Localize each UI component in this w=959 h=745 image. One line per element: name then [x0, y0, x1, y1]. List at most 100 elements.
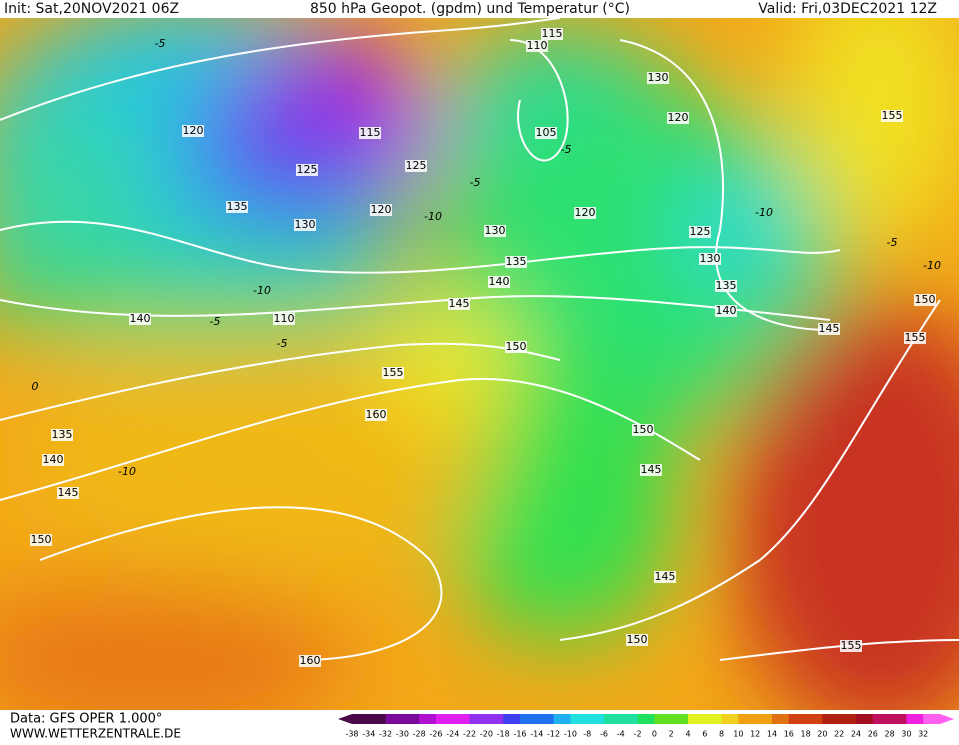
geopotential-label: 155	[383, 366, 404, 379]
colorbar-label: 10	[733, 730, 743, 739]
colorbar-bin	[671, 714, 689, 724]
label-box	[294, 219, 316, 231]
label-box	[30, 534, 52, 546]
colorbar-bin	[436, 714, 454, 724]
colorbar-bin	[738, 714, 756, 724]
contour-labels: 120 125 135 130 120 125 115 130 135 140 145 150 155 1…	[30, 27, 941, 667]
colorbar-bin	[755, 714, 773, 724]
colorbar-label: -38	[345, 730, 358, 739]
init-time: Init: Sat,20NOV2021 06Z	[4, 1, 179, 17]
label-box	[535, 127, 557, 139]
label-box	[296, 164, 318, 176]
label-box	[448, 298, 470, 310]
label-box	[715, 305, 737, 317]
colorbar-label: -6	[600, 730, 608, 739]
colorbar-label: -2	[634, 730, 642, 739]
label-box	[359, 127, 381, 139]
label-box	[654, 571, 676, 583]
label-box	[488, 276, 510, 288]
colorbar-bin	[654, 714, 672, 724]
colorbar-label: 6	[702, 730, 707, 739]
geopotential-label: 140	[43, 453, 64, 466]
colorbar-label: 16	[784, 730, 794, 739]
temperature-label: 0	[32, 380, 39, 393]
geopotential-label: 150	[31, 533, 52, 546]
label-box	[818, 323, 840, 335]
geopotential-label: 130	[485, 224, 506, 237]
colorbar-label: 30	[901, 730, 911, 739]
label-box	[840, 640, 862, 652]
geopotential-label: 155	[841, 639, 862, 652]
colorbar-bin	[788, 714, 807, 724]
colorbar-bin	[872, 714, 891, 724]
colorbar-label: -34	[362, 730, 375, 739]
geopotential-label: 150	[506, 340, 527, 353]
temperature-label: -5	[561, 143, 572, 156]
geopotential-label: 140	[489, 275, 510, 288]
label-box	[365, 409, 387, 421]
colorbar-bin	[587, 714, 605, 724]
colorbar-bin	[805, 714, 823, 724]
colorbar-label: -12	[547, 730, 560, 739]
colorbar-bin	[520, 714, 538, 724]
geopotential-label: 150	[633, 423, 654, 436]
colorbar-label: -30	[396, 730, 409, 739]
colorbar-label: -8	[583, 730, 591, 739]
label-box	[129, 313, 151, 325]
geopotential-label: 145	[58, 486, 79, 499]
colorbar-label: -16	[513, 730, 526, 739]
label-box	[667, 112, 689, 124]
colorbar-label: 2	[669, 730, 674, 739]
geopotential-label: 155	[905, 331, 926, 344]
label-box	[541, 28, 563, 40]
colorbar-label: -20	[480, 730, 493, 739]
label-box	[632, 424, 654, 436]
colorbar-label: 22	[834, 730, 844, 739]
colorbar-bin	[889, 714, 907, 724]
colorbar-label: -14	[530, 730, 543, 739]
geopotential-label: 120	[371, 203, 392, 216]
label-box	[574, 207, 596, 219]
colorbar-bin	[604, 714, 622, 724]
geopotential-label: 135	[506, 255, 527, 268]
colorbar-label: 8	[719, 730, 724, 739]
colorbar-label: 32	[918, 730, 928, 739]
colorbar-end	[940, 714, 954, 724]
geopotential-label: 135	[52, 428, 73, 441]
geopotential-label: 130	[700, 252, 721, 265]
label-box	[299, 655, 321, 667]
colorbar-label: 26	[868, 730, 878, 739]
temperature-label: -5	[155, 37, 166, 50]
colorbar-bin	[856, 714, 874, 724]
geopotential-label: 145	[641, 463, 662, 476]
colorbar-bin	[553, 714, 571, 724]
label-box	[182, 125, 204, 137]
geopotential-label: 120	[183, 124, 204, 137]
colorbar-bin	[906, 714, 924, 724]
colorbar-bin	[385, 714, 403, 724]
geopotential-label: 115	[360, 126, 381, 139]
colorbar-label: -18	[497, 730, 510, 739]
temperature-label: -10	[253, 284, 271, 297]
colorbar-bin	[923, 714, 941, 724]
geopotential-label: 150	[915, 293, 936, 306]
temperature-label: -10	[118, 465, 136, 478]
colorbar-label: -28	[413, 730, 426, 739]
colorbar-bin	[452, 714, 471, 724]
geopotential-label: 130	[648, 71, 669, 84]
label-box	[881, 110, 903, 122]
temperature-label: -5	[210, 315, 221, 328]
geopotential-label: 140	[716, 304, 737, 317]
colorbar-label: -4	[617, 730, 625, 739]
colorbar-label: 18	[801, 730, 811, 739]
label-box	[914, 294, 936, 306]
geopotential-label: 120	[575, 206, 596, 219]
geopotential-label: 155	[882, 109, 903, 122]
label-box	[526, 40, 548, 52]
colorbar-bin	[688, 714, 706, 724]
data-source: Data: GFS OPER 1.000°	[10, 712, 162, 727]
colorbar-label: 0	[652, 730, 657, 739]
colorbar-end	[338, 714, 352, 724]
label-box	[505, 341, 527, 353]
